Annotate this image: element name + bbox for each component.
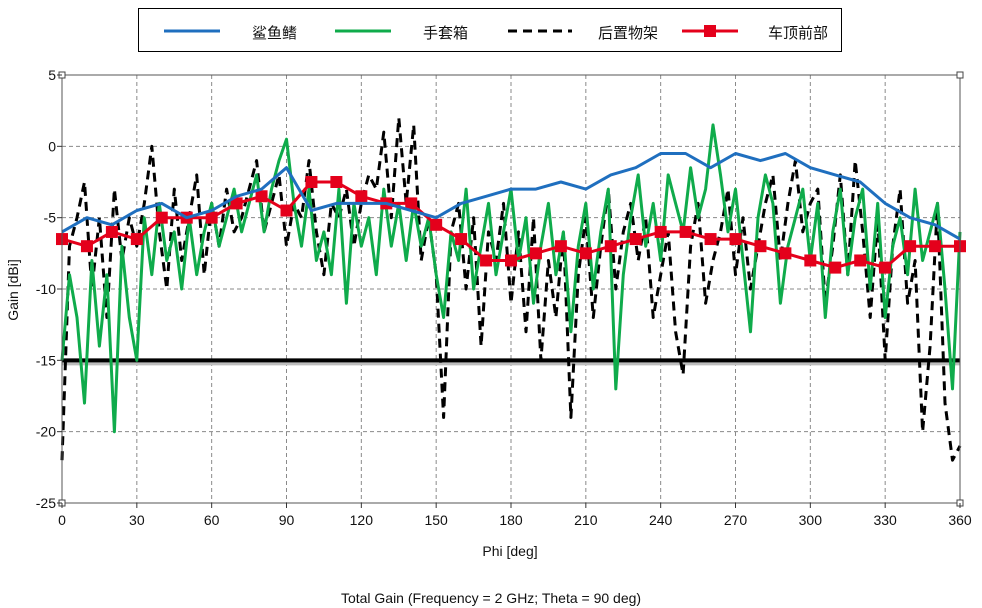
data-point-marker [879,261,892,274]
x-tick-label: 300 [799,512,823,528]
data-point-marker [729,233,742,246]
legend-swatch-dashed-icon [508,29,572,33]
x-tick-label: 90 [279,512,295,528]
legend-label: 鲨鱼鳍 [252,24,298,42]
data-point-marker [255,190,268,203]
x-tick-label: 180 [499,512,523,528]
data-point-marker [280,204,293,217]
series-line-1 [61,152,961,241]
x-tick-label: 60 [204,512,220,528]
data-point-marker [529,247,542,260]
data-point-marker [579,247,592,260]
data-point-marker [405,197,418,210]
x-tick-label: 240 [649,512,673,528]
data-point-marker [679,225,692,238]
x-tick-label: 0 [58,512,66,528]
data-point-marker [155,211,168,224]
x-tick-label: 30 [129,512,145,528]
y-tick-label: 5 [48,67,56,83]
chart-title: Total Gain (Frequency = 2 GHz; Theta = 9… [341,590,641,606]
y-tick-label: -5 [44,210,57,226]
x-tick-label: 270 [724,512,748,528]
x-axis-ticks: 0 30 60 90 120 150 180 210 240 270 300 330 360 [58,503,972,528]
data-point-marker [854,254,867,267]
data-point-marker [929,240,942,253]
data-point-marker [704,233,717,246]
data-point-marker [130,233,143,246]
legend-swatch-line-icon [164,29,220,33]
data-point-marker [629,233,642,246]
data-point-marker [430,218,443,231]
data-point-marker [754,240,767,253]
y-axis-label: Gain [dBi] [5,259,21,320]
legend-swatch-line-icon [335,29,391,33]
data-point-marker [480,254,493,267]
data-point-marker [455,233,468,246]
y-tick-label: 0 [48,138,56,154]
corner-handle [956,71,964,79]
legend-label: 车顶前部 [768,24,829,42]
y-tick-label: -25 [36,495,56,511]
data-point-marker [80,240,93,253]
data-point-marker [779,247,792,260]
x-tick-label: 120 [350,512,374,528]
data-point-marker [554,240,567,253]
data-point-marker [305,176,318,188]
data-point-marker [505,254,517,267]
series-layer [56,116,966,462]
legend: 鲨鱼鳍 手套箱 后置物架 车顶前部 [138,8,842,52]
data-point-marker [105,225,118,238]
data-point-marker [654,225,667,238]
data-point-marker [604,240,617,253]
data-point-marker [230,197,243,210]
legend-label: 后置物架 [598,24,659,42]
data-point-marker [904,240,917,253]
x-tick-label: 360 [948,512,972,528]
y-tick-label: -15 [36,352,56,368]
data-point-marker [205,211,218,224]
x-tick-label: 150 [424,512,448,528]
data-point-marker [330,176,343,188]
y-axis-ticks: 5 0 -5 -10 -15 -20 -25 [36,67,62,511]
x-tick-label: 210 [574,512,598,528]
x-axis-label: Phi [deg] [482,543,537,559]
legend-label: 手套箱 [423,24,469,42]
data-point-marker [829,261,842,274]
x-tick-label: 330 [873,512,897,528]
data-point-marker [355,190,368,203]
y-tick-label: -10 [36,281,56,297]
y-tick-label: -20 [36,424,56,440]
legend-swatch-square-marker-icon [682,25,738,37]
data-point-marker [804,254,817,267]
